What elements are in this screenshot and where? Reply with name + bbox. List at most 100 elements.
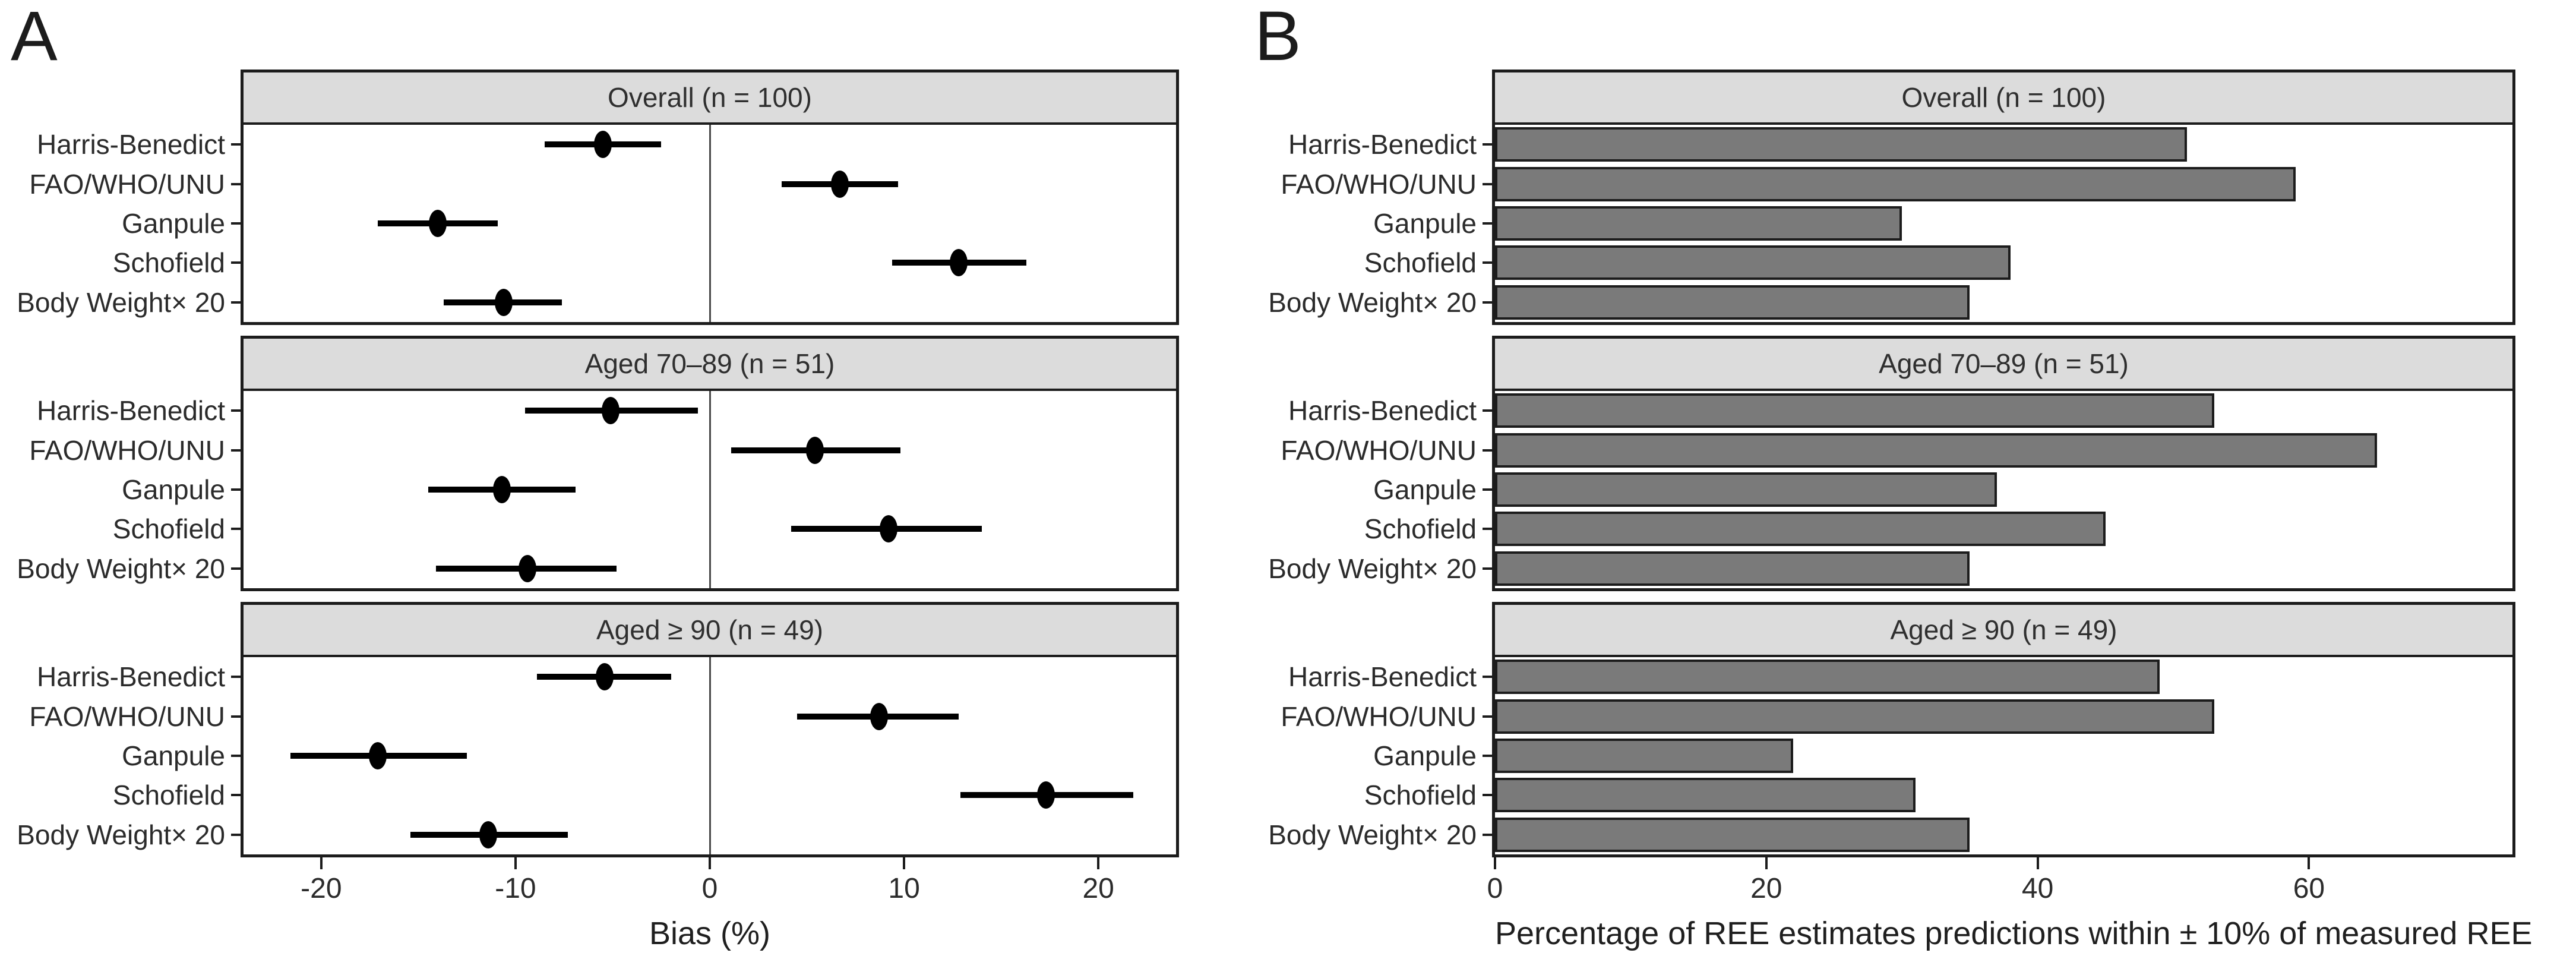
x-tick — [2036, 857, 2039, 869]
mean-dot — [429, 210, 447, 237]
mean-dot — [594, 131, 612, 159]
category-label: FAO/WHO/UNU — [29, 701, 225, 732]
mean-dot — [949, 249, 968, 277]
x-tick-label: 20 — [1082, 873, 1114, 904]
mean-dot — [518, 554, 536, 582]
x-axis-title-percentage: Percentage of REE estimates predictions … — [1495, 916, 2533, 951]
category-label: Body Weight× 20 — [1268, 819, 1477, 850]
y-tick — [231, 676, 241, 679]
mean-dot — [495, 288, 513, 316]
facet-title: Aged ≥ 90 (n = 49) — [596, 614, 823, 645]
panel-a-label: A — [11, 0, 58, 75]
facet-header: Overall (n = 100) — [244, 72, 1176, 125]
category-label: Schofield — [1364, 513, 1477, 545]
y-tick — [1483, 488, 1492, 491]
zero-reference-line — [709, 657, 711, 854]
category-label: Schofield — [112, 513, 225, 545]
mean-dot — [1036, 781, 1055, 809]
x-tick — [514, 857, 517, 869]
y-tick — [1483, 794, 1492, 797]
y-tick — [231, 301, 241, 304]
category-label: Body Weight× 20 — [1268, 286, 1477, 318]
facet-title: Overall (n = 100) — [1901, 82, 2106, 113]
category-label: FAO/WHO/UNU — [29, 168, 225, 200]
facet-header: Aged ≥ 90 (n = 49) — [1495, 605, 2512, 657]
mean-dot — [805, 436, 824, 464]
x-tick-label: -20 — [301, 873, 342, 904]
zero-reference-line — [709, 391, 711, 588]
category-label: Schofield — [112, 780, 225, 811]
category-label: Ganpule — [122, 740, 225, 771]
category-label: Harris-Benedict — [37, 395, 225, 427]
category-label: FAO/WHO/UNU — [1281, 434, 1477, 466]
y-tick — [1483, 567, 1492, 570]
y-tick — [1483, 301, 1492, 304]
x-tick-label: 60 — [2293, 873, 2325, 904]
bar — [1495, 285, 1970, 320]
y-tick — [1483, 676, 1492, 679]
category-label: Harris-Benedict — [37, 661, 225, 693]
y-tick — [231, 833, 241, 836]
y-tick — [231, 715, 241, 718]
x-tick — [903, 857, 906, 869]
x-tick-label: 10 — [888, 873, 920, 904]
bar — [1495, 660, 2160, 695]
category-label: Ganpule — [1373, 208, 1477, 239]
x-tick — [1494, 857, 1496, 869]
mean-dot — [368, 742, 387, 769]
bar — [1495, 699, 2214, 734]
y-tick — [1483, 143, 1492, 146]
y-tick — [231, 182, 241, 185]
x-tick-label: -10 — [495, 873, 536, 904]
y-tick — [231, 567, 241, 570]
category-label: Harris-Benedict — [1288, 395, 1477, 427]
category-label: Harris-Benedict — [37, 129, 225, 160]
category-label: Body Weight× 20 — [1268, 553, 1477, 584]
y-tick — [1483, 528, 1492, 531]
x-tick — [1765, 857, 1768, 869]
zero-reference-line — [709, 125, 711, 322]
bar — [1495, 127, 2187, 162]
x-tick-label: 40 — [2021, 873, 2054, 904]
y-tick — [1483, 261, 1492, 264]
category-label: Schofield — [1364, 780, 1477, 811]
mean-dot — [479, 821, 498, 848]
facet-header: Aged 70–89 (n = 51) — [1495, 339, 2512, 391]
y-tick — [1483, 715, 1492, 718]
facet-header: Aged ≥ 90 (n = 49) — [244, 605, 1176, 657]
bar — [1495, 551, 1970, 586]
y-tick — [231, 143, 241, 146]
y-tick — [231, 755, 241, 757]
y-tick — [1483, 182, 1492, 185]
y-tick — [231, 222, 241, 225]
y-tick — [1483, 755, 1492, 757]
bar — [1495, 778, 1916, 813]
category-label: Body Weight× 20 — [17, 819, 225, 850]
y-tick — [231, 488, 241, 491]
mean-dot — [596, 663, 614, 691]
x-tick — [320, 857, 323, 869]
facet-header: Overall (n = 100) — [1495, 72, 2512, 125]
category-label: Body Weight× 20 — [17, 553, 225, 584]
x-tick-label: 0 — [701, 873, 718, 904]
category-label: Ganpule — [122, 208, 225, 239]
y-tick — [1483, 449, 1492, 452]
category-label: FAO/WHO/UNU — [1281, 701, 1477, 732]
category-label: Body Weight× 20 — [17, 286, 225, 318]
y-tick — [1483, 222, 1492, 225]
y-tick — [231, 449, 241, 452]
x-tick — [1097, 857, 1100, 869]
bar — [1495, 393, 2214, 428]
y-tick — [231, 794, 241, 797]
facet-title: Aged 70–89 (n = 51) — [584, 348, 835, 379]
bar — [1495, 472, 1997, 507]
y-tick — [231, 261, 241, 264]
category-label: Harris-Benedict — [1288, 129, 1477, 160]
bar — [1495, 739, 1794, 773]
x-tick-label: 20 — [1750, 873, 1782, 904]
x-tick — [2308, 857, 2311, 869]
bar — [1495, 817, 1970, 852]
facet-header: Aged 70–89 (n = 51) — [244, 339, 1176, 391]
facet-title: Aged ≥ 90 (n = 49) — [1890, 614, 2117, 645]
